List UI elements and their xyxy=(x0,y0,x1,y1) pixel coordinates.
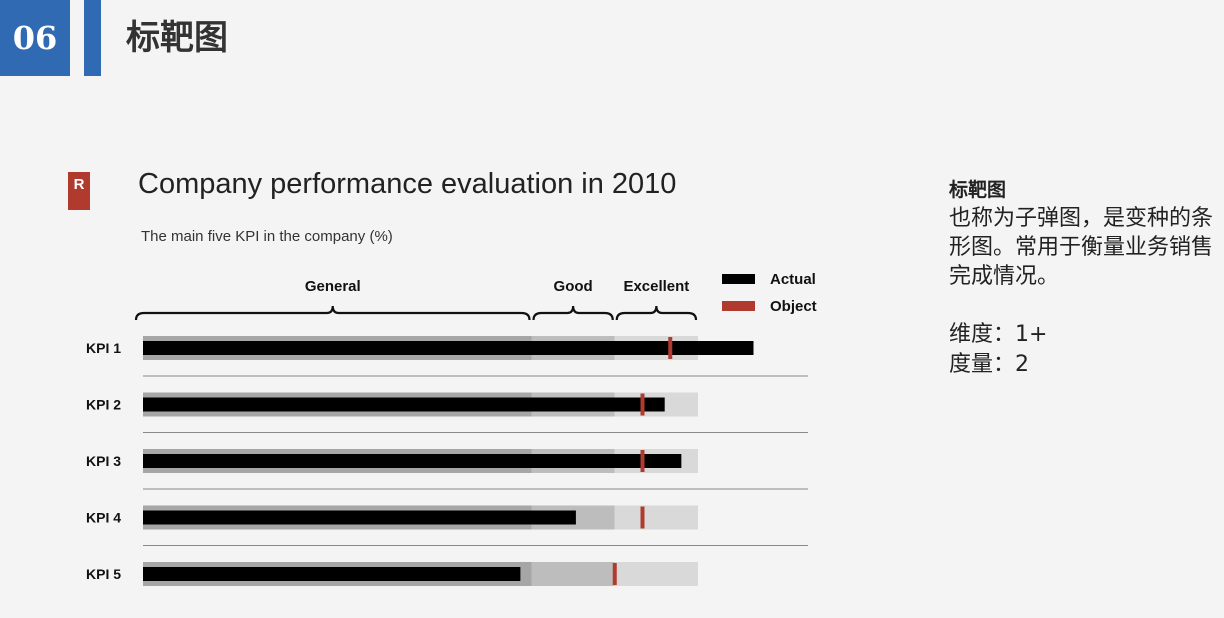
qualitative-band xyxy=(614,562,698,586)
side-panel-title: 标靶图 xyxy=(949,179,1007,201)
side-panel-description: 也称为子弹图，是变种的条形图。常用于衡量业务销售完成情况。 xyxy=(949,206,1214,289)
kpi-label: KPI 3 xyxy=(86,453,121,469)
kpi-label: KPI 4 xyxy=(86,510,121,526)
range-bracket xyxy=(615,305,698,321)
target-marker xyxy=(640,393,645,416)
target-marker xyxy=(612,563,617,585)
section-number-badge: 06 xyxy=(0,0,70,76)
legend-swatch xyxy=(722,274,755,284)
qualitative-band xyxy=(531,562,615,586)
qualitative-band xyxy=(614,505,698,530)
actual-bar xyxy=(143,341,754,355)
legend-label: Actual xyxy=(770,271,816,288)
page-title: 标靶图 xyxy=(126,18,228,58)
actual-bar xyxy=(143,397,665,412)
range-label: General xyxy=(305,278,361,295)
legend-label: Object xyxy=(770,298,817,315)
logo-badge: R xyxy=(68,172,90,210)
range-bracket xyxy=(532,305,614,321)
target-marker xyxy=(640,506,645,529)
dimension-line: 维度：1+ xyxy=(949,322,1048,347)
actual-bar xyxy=(143,454,682,468)
measure-line: 度量：2 xyxy=(949,352,1029,377)
actual-bar xyxy=(143,567,521,581)
range-label: Good xyxy=(554,278,593,295)
kpi-label: KPI 2 xyxy=(86,397,121,413)
logo-letter: R xyxy=(73,176,85,193)
section-number: 06 xyxy=(12,19,58,57)
range-label: Excellent xyxy=(623,278,689,295)
actual-bar xyxy=(143,510,576,525)
legend-swatch xyxy=(722,301,755,311)
chart-title: Company performance evaluation in 2010 xyxy=(138,168,677,200)
kpi-label: KPI 1 xyxy=(86,340,121,356)
kpi-label: KPI 5 xyxy=(86,566,121,582)
target-marker xyxy=(640,450,645,472)
chart-subtitle: The main five KPI in the company (%) xyxy=(141,228,393,245)
target-marker xyxy=(668,337,673,359)
side-panel-stats: 维度：1+ 度量：2 xyxy=(949,320,1214,380)
side-panel: 标靶图 也称为子弹图，是变种的条形图。常用于衡量业务销售完成情况。 维度：1+ … xyxy=(949,177,1214,380)
header-accent-bar xyxy=(84,0,101,76)
range-bracket xyxy=(134,305,531,321)
